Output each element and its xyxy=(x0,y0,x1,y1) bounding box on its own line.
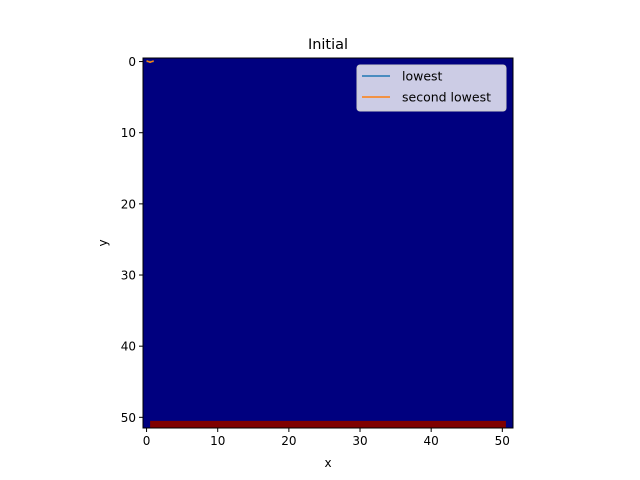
x-tick-label: 40 xyxy=(424,434,439,448)
series-layer xyxy=(146,60,154,64)
legend-label: lowest xyxy=(402,69,443,84)
x-axis-ticks: 0 10 20 30 40 50 xyxy=(143,428,510,448)
x-tick-label: 10 xyxy=(210,434,225,448)
plot-frame xyxy=(142,57,514,429)
series-line-2 xyxy=(146,60,154,64)
y-tick-label: 0 xyxy=(128,55,136,69)
y-tick-label: 40 xyxy=(121,340,136,354)
y-axis-label: y xyxy=(96,239,110,246)
x-tick-label: 30 xyxy=(352,434,367,448)
x-tick-label: 0 xyxy=(143,434,151,448)
legend-items: lowest second lowest xyxy=(362,69,491,105)
y-axis-ticks: 0 10 20 30 40 50 xyxy=(121,55,143,425)
x-axis-label: x xyxy=(324,456,331,470)
legend-label: second lowest xyxy=(402,90,491,105)
legend: lowest second lowest xyxy=(356,64,507,112)
y-tick-label: 30 xyxy=(121,269,136,283)
y-tick-label: 20 xyxy=(121,197,136,211)
chart-title: Initial xyxy=(308,37,348,53)
y-tick-label: 10 xyxy=(121,126,136,140)
heatmap-background xyxy=(143,58,513,428)
x-tick-label: 50 xyxy=(495,434,510,448)
x-tick-label: 20 xyxy=(281,434,296,448)
plot-area xyxy=(142,57,514,429)
y-tick-label: 50 xyxy=(121,411,136,425)
heatmap-highlight-band xyxy=(150,420,506,428)
legend-box xyxy=(356,64,507,112)
